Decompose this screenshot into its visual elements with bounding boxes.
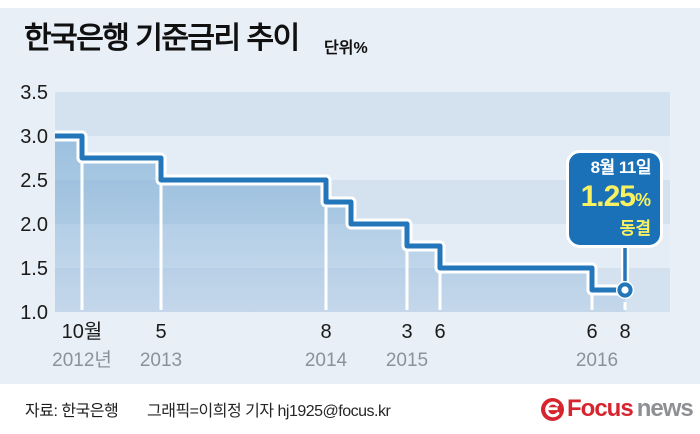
source-label: 자료: 한국은행	[25, 403, 119, 420]
x-axis-month-label: 3	[401, 321, 412, 343]
grid-band	[55, 92, 670, 136]
rate-number: 1.25	[580, 180, 636, 213]
x-axis-year-label: 2012년	[52, 349, 112, 371]
y-axis-label: 1.5	[20, 258, 48, 280]
x-axis-month-label: 6	[586, 321, 597, 343]
y-axis-label: 2.5	[20, 170, 48, 192]
rate-callout: 8월 11일 1.25% 동결	[566, 150, 663, 248]
percent-sign: %	[634, 190, 651, 210]
x-axis-year-label: 2015	[386, 350, 428, 371]
credit-label: 그래픽=이희정 기자 hj1925@focus.kr	[147, 403, 391, 420]
y-axis-label: 2.0	[20, 214, 48, 236]
x-axis-year-label: 2013	[140, 350, 182, 371]
focus-news-logo: Focus news	[541, 395, 694, 422]
callout-status: 동결	[619, 219, 651, 238]
x-axis-month-label: 6	[434, 321, 445, 343]
x-axis-month-label: 8	[619, 321, 630, 343]
x-axis-month-label: 10월	[62, 320, 103, 343]
top-white-strip	[0, 0, 700, 8]
rate-line	[55, 133, 625, 293]
page-title: 한국은행 기준금리 추이	[24, 22, 300, 55]
y-axis-label: 3.0	[20, 126, 48, 148]
logo-brand-text: Focus	[567, 395, 634, 422]
footer-white-strip	[0, 384, 700, 434]
x-axis-month-label: 8	[320, 321, 331, 343]
y-axis-label: 3.5	[20, 82, 48, 104]
logo-suffix-text: news	[636, 395, 694, 422]
callout-rate-value: 1.25%	[573, 180, 651, 217]
focus-logo-icon	[541, 397, 564, 421]
unit-label: 단위%	[324, 40, 368, 57]
x-axis-month-label: 5	[155, 321, 166, 343]
x-axis-year-label: 2016	[576, 350, 618, 371]
rate-marker	[617, 282, 633, 298]
x-axis-year-label: 2014	[305, 350, 348, 371]
y-axis-label: 1.0	[20, 302, 48, 324]
callout-date: 8월 11일	[590, 158, 652, 177]
